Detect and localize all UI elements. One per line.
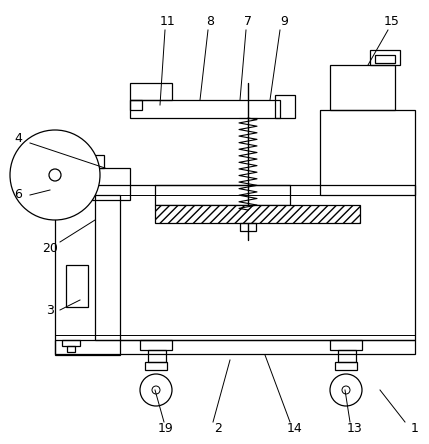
Text: 3: 3	[46, 304, 54, 317]
Text: 13: 13	[347, 421, 363, 435]
Bar	[320, 110, 415, 195]
Bar	[95, 185, 415, 340]
Bar	[92, 155, 104, 168]
Text: 14: 14	[287, 421, 303, 435]
Bar	[140, 340, 172, 350]
Bar	[275, 95, 295, 118]
Bar	[155, 185, 290, 205]
Text: 9: 9	[280, 16, 288, 28]
Text: 20: 20	[42, 242, 58, 254]
Bar	[370, 50, 400, 65]
Bar	[335, 362, 357, 370]
Bar	[130, 100, 142, 110]
Bar	[67, 346, 75, 352]
Bar	[145, 362, 167, 370]
Text: 19: 19	[158, 421, 174, 435]
Text: 7: 7	[244, 16, 252, 28]
Text: 11: 11	[160, 16, 176, 28]
Circle shape	[10, 130, 100, 220]
Bar	[155, 205, 360, 223]
Bar	[55, 340, 415, 354]
Bar	[62, 340, 80, 346]
Bar	[338, 350, 356, 362]
Text: 2: 2	[214, 421, 222, 435]
Bar	[66, 265, 88, 307]
Bar	[130, 83, 172, 100]
Bar	[130, 100, 280, 118]
Text: 6: 6	[14, 189, 22, 202]
Text: 1: 1	[411, 421, 419, 435]
Bar	[55, 195, 120, 355]
Bar	[240, 223, 256, 231]
Bar	[330, 340, 362, 350]
Text: 15: 15	[384, 16, 400, 28]
Bar	[330, 65, 395, 110]
Bar	[92, 168, 130, 200]
Text: 4: 4	[14, 131, 22, 144]
Bar	[375, 55, 395, 63]
Text: 8: 8	[206, 16, 214, 28]
Bar	[148, 350, 166, 362]
